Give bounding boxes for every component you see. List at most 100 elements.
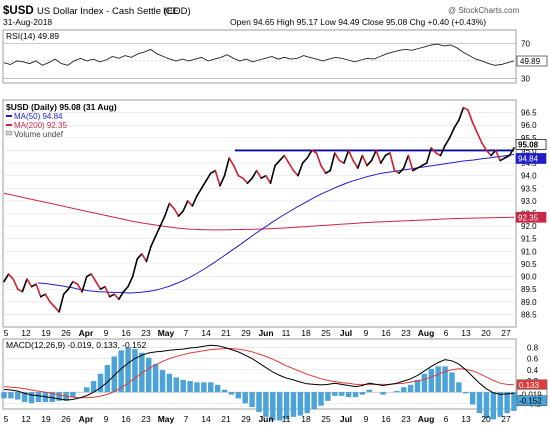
macd-hist-bar [208, 382, 214, 393]
price-last-value: 95.08 [518, 140, 539, 149]
price-segment [246, 177, 253, 185]
price-segment [214, 169, 221, 187]
date-tick-label: 27 [501, 328, 511, 338]
macd-hist-bar [338, 392, 345, 396]
date-tick-label: 23 [141, 328, 151, 338]
date-tick-label: 19 [41, 328, 51, 338]
date-tick-label: 13 [461, 414, 471, 424]
price-segment [458, 106, 465, 121]
macd-hist-bar [1, 392, 7, 399]
price-segment [127, 275, 134, 288]
price-tick-label: 93.5 [521, 184, 537, 193]
macd-last-value: -0.019 [519, 390, 542, 399]
price-segment [154, 225, 162, 237]
macd-hist-bar [497, 392, 503, 417]
date-tick-label: 5 [4, 328, 9, 338]
price-segment [384, 152, 391, 157]
price-segment [53, 306, 60, 313]
date-tick-label: 23 [141, 414, 151, 424]
date-tick-label: 26 [61, 328, 71, 338]
price-segment [292, 169, 299, 177]
price-segment [67, 280, 74, 290]
price-segment [186, 200, 194, 207]
macd-hist-bar [146, 357, 152, 393]
price-segment [209, 169, 217, 174]
price-segment [508, 147, 515, 157]
price-segment [113, 293, 120, 301]
price-tick-label: 96.0 [521, 121, 537, 130]
price-segment [481, 142, 488, 152]
price-segment [311, 149, 318, 154]
date-tick-label: 6 [444, 328, 449, 338]
price-segment [375, 149, 382, 164]
macd-hist-bar [111, 356, 117, 393]
rsi-last-value: 49.89 [520, 57, 541, 66]
date-tick-label: Apr [79, 414, 94, 424]
macd-hist-bar [221, 389, 228, 393]
date-tick-label: 7 [184, 414, 189, 424]
price-segment [76, 283, 83, 293]
price-segment [95, 280, 102, 290]
price-tick-label: 94.0 [521, 172, 537, 181]
price-segment [122, 285, 129, 293]
date-tick-label: 25 [321, 414, 331, 424]
date-axis-bottom: 5 12 19 26 Apr 9 16 23 May 7 14 21 29 Jun 11 18 25 Jul 9 16… [4, 414, 511, 424]
date-tick-label: 29 [241, 328, 251, 338]
macd-hist-bar [104, 365, 111, 393]
price-segment [90, 273, 97, 283]
price-last-tag [515, 153, 547, 164]
date-tick-label: 16 [381, 414, 391, 424]
macd-hist-bar [407, 384, 414, 393]
price-segment [338, 159, 345, 164]
price-segment [104, 285, 111, 298]
price-segment [504, 154, 511, 159]
price-segment [416, 164, 423, 169]
macd-hist-bar [380, 392, 386, 395]
macd-hist-bar [235, 392, 242, 399]
rsi-last-tag [516, 55, 548, 67]
price-segment [118, 290, 125, 301]
price-segment [485, 149, 492, 157]
macd-hist-bar [276, 392, 283, 421]
price-segment [269, 164, 276, 185]
price-line [3, 106, 515, 313]
price-segment [255, 169, 263, 179]
macd-title: MACD(12,26,9) -0.019, 0.133, -0.152 [6, 340, 147, 350]
date-tick-label: Aug [418, 328, 435, 338]
macd-hist-bar [28, 392, 35, 404]
price-segment [499, 157, 506, 162]
price-segment [237, 174, 244, 179]
macd-hist-bar [483, 392, 490, 419]
price-segment [72, 280, 79, 285]
macd-hist-bar [421, 373, 428, 393]
macd-hist-bar [159, 370, 166, 393]
date-label: 31-Aug-2018 [3, 17, 52, 27]
date-tick-label: 11 [282, 328, 291, 338]
price-segment [329, 152, 336, 172]
date-tick-label: 13 [461, 328, 471, 338]
macd-hist-bar [359, 392, 366, 395]
price-segment [205, 172, 212, 182]
symbol-label: $USD [3, 5, 34, 17]
price-segment [490, 149, 497, 157]
macd-hist-bar [270, 392, 276, 421]
macd-panel: MACD(12,26,9) -0.019, 0.133, -0.152 -0.2… [1, 338, 548, 421]
price-segment [393, 169, 400, 174]
date-tick-label: 20 [481, 414, 491, 424]
price-segment [191, 195, 198, 207]
macd-hist-bar [249, 392, 255, 407]
legend: MA(50) 94.84 MA(200) 92.35 Volume undef [5, 112, 67, 139]
macd-hist-bar [456, 382, 462, 393]
price-segment [164, 202, 171, 217]
price-segment [260, 174, 267, 179]
macd-hist-bar [21, 392, 28, 403]
price-segment [320, 164, 327, 174]
price-segment [288, 162, 295, 172]
macd-hist-bar [469, 392, 476, 405]
date-tick-label: 14 [201, 328, 211, 338]
macd-hist-bar [366, 389, 372, 393]
price-segment [228, 157, 235, 167]
date-tick-label: 5 [4, 414, 9, 424]
watermark: @ StockCharts.com [448, 6, 520, 15]
date-tick-label: 12 [21, 414, 31, 424]
